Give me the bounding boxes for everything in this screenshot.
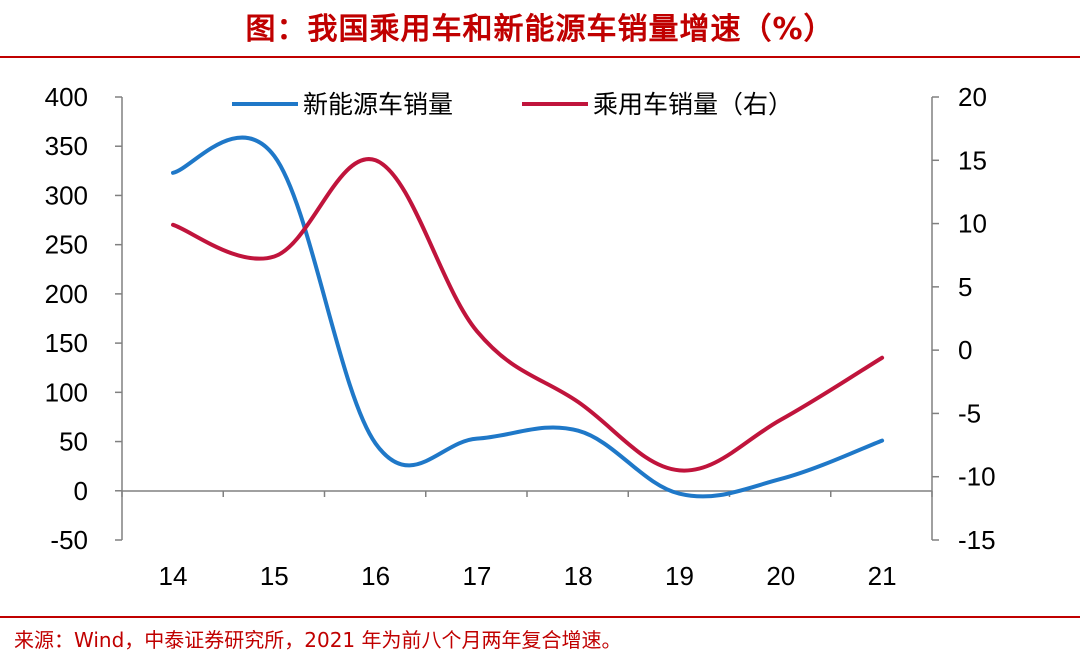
legend-label-1: 新能源车销量 [303,90,453,119]
right-tick-label: -10 [958,462,996,492]
left-tick-label: 300 [45,180,88,210]
left-tick-label: 100 [45,377,88,407]
footer-divider [0,616,1080,618]
right-tick-label: -15 [958,525,996,555]
left-tick-label: 200 [45,279,88,309]
series-lines [171,135,885,499]
right-tick-label: 20 [958,82,987,112]
left-tick-label: 400 [45,82,88,112]
category-label: 16 [361,561,390,591]
left-tick-label: 50 [59,427,88,457]
chart-title: 图：我国乘用车和新能源车销量增速（%） [245,12,835,47]
left-tick-label: 150 [45,328,88,358]
left-tick-label: 350 [45,131,88,161]
right-tick-label: 15 [958,145,987,175]
left-tick-label: -50 [50,525,88,555]
right-tick-label: -5 [958,398,981,428]
left-tick-label: 250 [45,230,88,260]
category-label: 15 [260,561,289,591]
right-tick-label: 0 [958,335,972,365]
category-label: 21 [868,561,897,591]
source-note: 来源：Wind，中泰证券研究所，2021 年为前八个月两年复合增速。 [14,628,622,652]
left-tick-label: 0 [74,476,88,506]
category-label: 18 [564,561,593,591]
category-label: 14 [159,561,188,591]
category-label: 17 [462,561,491,591]
right-tick-label: 5 [958,272,972,302]
category-label: 19 [665,561,694,591]
category-label: 20 [766,561,795,591]
right-tick-label: 10 [958,209,987,239]
legend: 新能源车销量 乘用车销量（右） [232,90,793,119]
title-divider [0,56,1080,58]
axes: -50050100150200250300350400-15-10-505101… [45,82,996,591]
series-line-2 [171,157,885,473]
legend-label-2: 乘用车销量（右） [593,90,793,119]
series-line-1 [171,135,885,499]
